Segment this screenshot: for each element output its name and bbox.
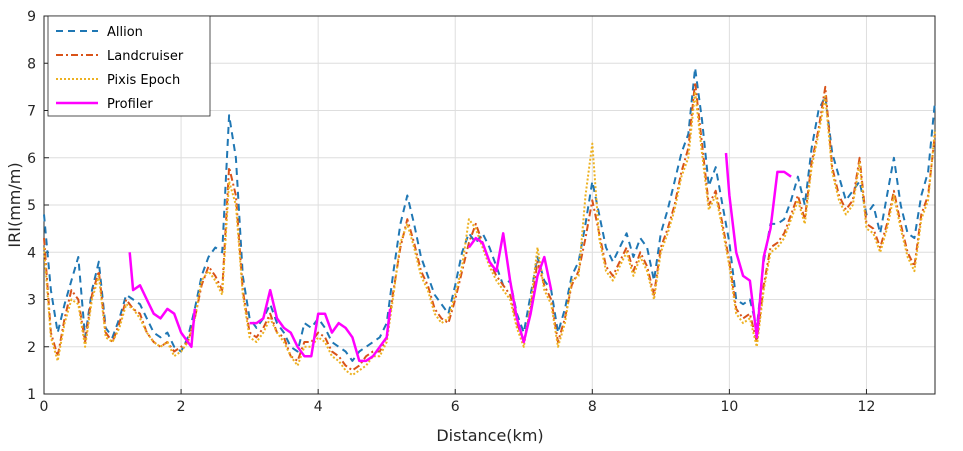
y-tick-label: 2 (27, 340, 36, 356)
x-tick-label: 6 (451, 399, 460, 415)
x-axis-ticks: 0 2 4 6 8 10 12 (40, 389, 876, 415)
profiler-series-line (249, 288, 392, 363)
legend-label-landcruiser: Landcruiser (107, 49, 184, 64)
profiler-series-line (724, 152, 792, 339)
legend-box (47, 15, 211, 117)
y-tick-label: 7 (27, 104, 36, 120)
grid-lines (44, 16, 935, 394)
y-axis-ticks: 1 2 3 4 5 6 7 8 9 (27, 9, 49, 403)
y-tick-label: 1 (27, 387, 36, 403)
legend-label-pixis-epoch: Pixis Epoch (107, 73, 180, 88)
y-tick-label: 9 (27, 9, 36, 25)
x-tick-label: 12 (858, 399, 876, 415)
y-tick-label: 3 (27, 293, 36, 309)
allion-series-line (43, 67, 936, 362)
legend: Allion Landcruiser Pixis Epoch Profiler (47, 15, 211, 117)
x-tick-label: 0 (40, 399, 49, 415)
y-tick-label: 4 (27, 245, 36, 261)
legend-label-allion: Allion (107, 25, 143, 40)
x-tick-label: 8 (588, 399, 597, 415)
y-tick-label: 8 (27, 56, 36, 72)
legend-label-profiler: Profiler (107, 97, 153, 112)
x-tick-label: 2 (177, 399, 186, 415)
profiler-series-line (128, 252, 197, 349)
y-axis-label: IRI(mm/m) (5, 162, 24, 247)
y-tick-label: 5 (27, 198, 36, 214)
x-tick-label: 4 (314, 399, 323, 415)
x-tick-label: 10 (720, 399, 738, 415)
x-axis-label: Distance(km) (436, 426, 543, 445)
series-layer (43, 67, 936, 377)
profiler-series-line (467, 232, 553, 344)
y-tick-label: 6 (27, 151, 36, 167)
